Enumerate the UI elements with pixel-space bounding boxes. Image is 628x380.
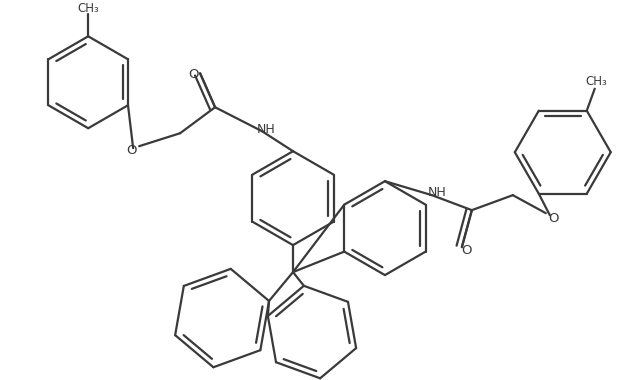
Text: NH: NH xyxy=(428,186,447,199)
Text: CH₃: CH₃ xyxy=(586,75,608,88)
Text: O: O xyxy=(462,244,472,256)
Text: O: O xyxy=(548,212,559,225)
Text: O: O xyxy=(188,68,198,81)
Text: NH: NH xyxy=(257,123,276,136)
Text: O: O xyxy=(126,144,136,157)
Text: CH₃: CH₃ xyxy=(77,2,99,15)
